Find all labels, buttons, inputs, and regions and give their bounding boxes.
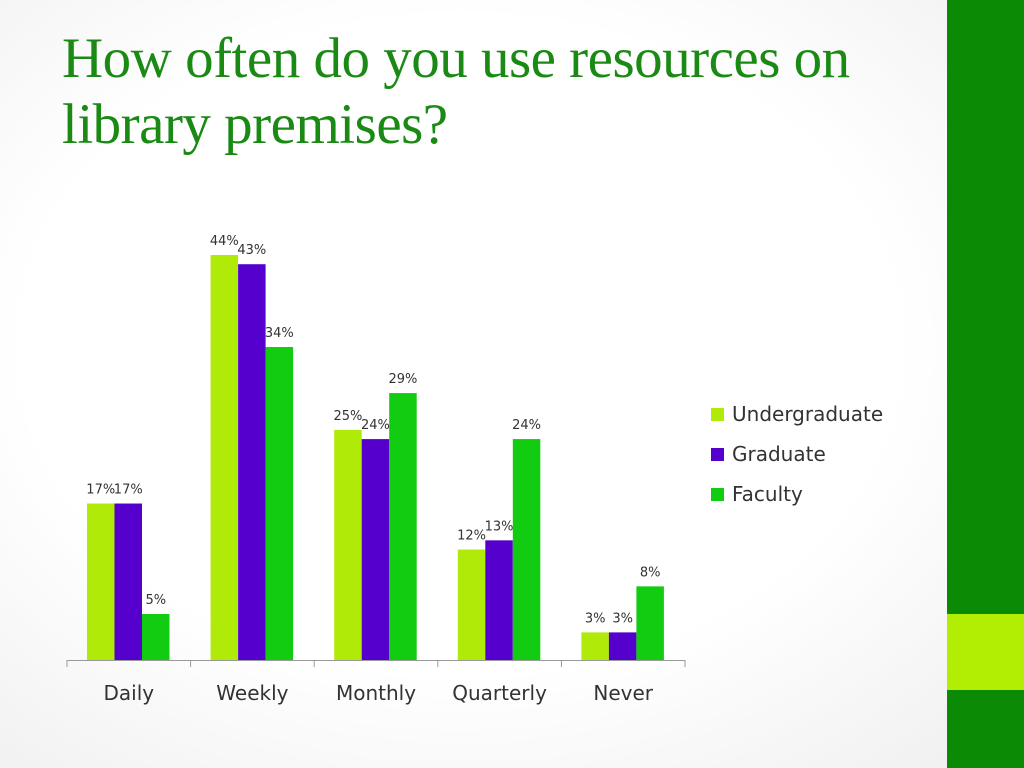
data-label-quarterly-graduate: 13% [485, 519, 514, 534]
data-label-weekly-faculty: 34% [265, 326, 294, 341]
data-label-never-undergraduate: 3% [585, 611, 606, 626]
bar-daily-faculty [142, 613, 170, 660]
x-tick-label-never: Never [593, 681, 653, 705]
legend-entry-faculty: Faculty [711, 474, 883, 514]
data-label-quarterly-faculty: 24% [512, 418, 541, 433]
x-tick-label-monthly: Monthly [336, 681, 416, 705]
bar-daily-undergraduate [87, 503, 115, 660]
bar-monthly-graduate [361, 439, 390, 660]
legend-entry-undergraduate: Undergraduate [711, 394, 883, 434]
side-band-accent [947, 614, 1024, 690]
bar-never-faculty [636, 586, 664, 660]
bar-quarterly-graduate [485, 540, 513, 660]
data-label-daily-faculty: 5% [145, 593, 166, 608]
chart-legend: Undergraduate Graduate Faculty [711, 394, 883, 514]
bar-weekly-graduate [238, 264, 266, 660]
bar-never-graduate [608, 632, 637, 660]
legend-label-graduate: Graduate [732, 442, 826, 466]
data-label-never-faculty: 8% [640, 565, 661, 580]
legend-entry-graduate: Graduate [711, 434, 883, 474]
data-label-monthly-faculty: 29% [388, 372, 417, 387]
bar-monthly-undergraduate [334, 429, 362, 660]
x-tick-label-daily: Daily [103, 681, 154, 705]
data-label-never-graduate: 3% [612, 611, 633, 626]
legend-label-faculty: Faculty [732, 482, 803, 506]
side-band-top [947, 0, 1024, 614]
bar-chart: 17%17%5%Daily44%43%34%Weekly25%24%29%Mon… [66, 234, 686, 705]
side-band-bottom [947, 690, 1024, 768]
data-label-weekly-undergraduate: 44% [210, 234, 239, 249]
bar-quarterly-faculty [512, 439, 541, 660]
bar-weekly-faculty [265, 347, 294, 660]
x-tick-label-weekly: Weekly [216, 681, 288, 705]
data-label-monthly-undergraduate: 25% [333, 409, 362, 424]
legend-swatch-graduate [711, 447, 724, 461]
legend-label-undergraduate: Undergraduate [732, 402, 884, 426]
data-label-monthly-graduate: 24% [361, 418, 390, 433]
bar-daily-graduate [114, 503, 142, 660]
legend-swatch-undergraduate [711, 407, 724, 421]
data-label-quarterly-undergraduate: 12% [457, 529, 486, 544]
data-label-daily-graduate: 17% [114, 483, 143, 498]
bar-never-undergraduate [581, 632, 609, 660]
bar-weekly-undergraduate [210, 255, 239, 660]
data-label-daily-undergraduate: 17% [86, 483, 115, 498]
data-label-weekly-graduate: 43% [237, 243, 266, 258]
legend-swatch-faculty [711, 487, 724, 501]
bar-quarterly-undergraduate [457, 549, 486, 660]
slide-title: How often do you use resources on librar… [62, 27, 850, 156]
x-tick-label-quarterly: Quarterly [452, 681, 547, 705]
bar-monthly-faculty [389, 393, 417, 660]
